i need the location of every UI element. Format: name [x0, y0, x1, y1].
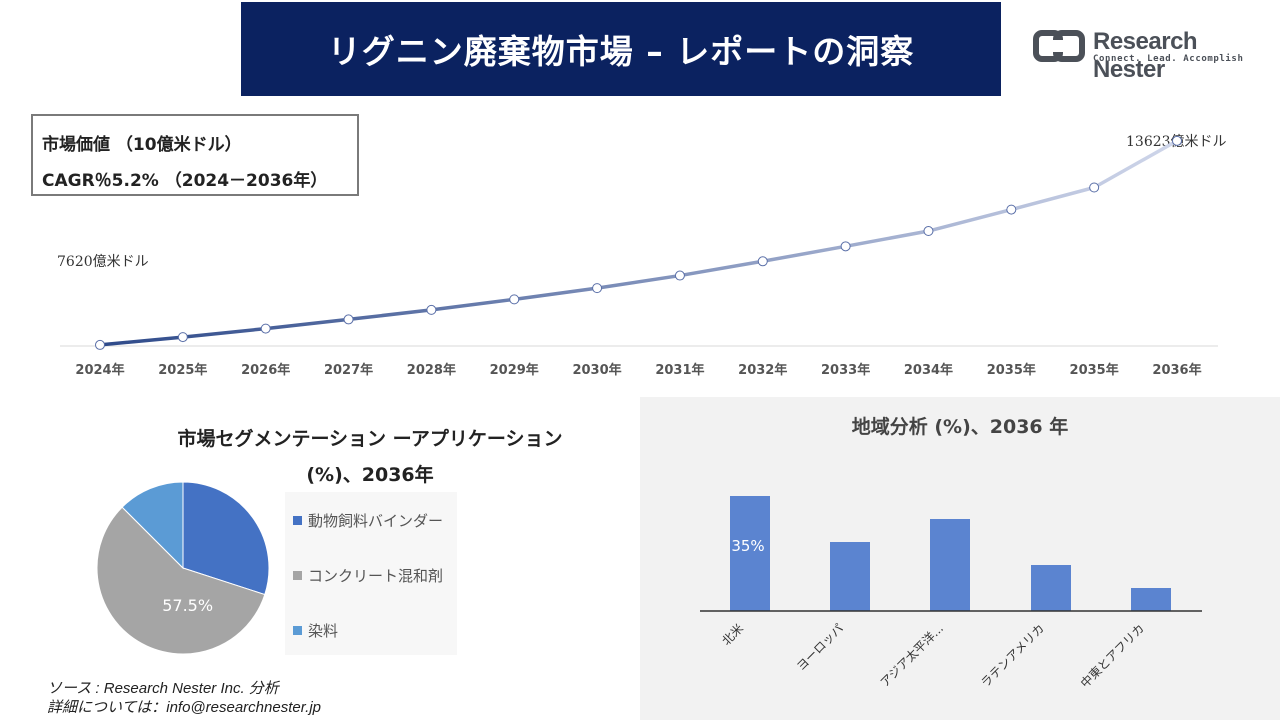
region-title: 地域分析 (%)、2036 年: [851, 416, 1069, 438]
market-line-chart: 2024年 2025年 2026年 2027年 2028年 2029年 2030年 2031年…: [60, 135, 1218, 378]
line-point: [840, 241, 851, 252]
legend-label: コンクリート混和剤: [308, 567, 444, 585]
x-tick-label: 2025年: [158, 362, 207, 378]
pie-value-label: 57.5%: [162, 596, 213, 615]
legend-label: 動物飼料バインダー: [308, 512, 444, 530]
x-tick-label: 2029年: [490, 362, 539, 378]
line-point: [426, 304, 437, 315]
x-tick-label: 2026年: [241, 362, 290, 378]
region-panel: [640, 397, 1280, 720]
legend-item-dye: 染料: [293, 620, 338, 641]
logo-tagline: Connect. Lead. Accomplish: [1093, 54, 1244, 64]
line-point: [592, 283, 603, 294]
x-tick-label: 2032年: [738, 362, 787, 378]
legend-swatch-icon: [293, 626, 302, 635]
x-tick-label: 2028年: [407, 362, 456, 378]
x-tick-label: 2034年: [904, 362, 953, 378]
line-point: [757, 256, 768, 267]
x-tick-label: 2030年: [572, 362, 621, 378]
logo-mark-icon: [1033, 30, 1085, 62]
line-point: [509, 294, 520, 305]
x-tick-label: 2035年: [987, 362, 1036, 378]
title-banner: リグニン廃棄物市場 – レポートの洞察: [241, 2, 1001, 96]
x-tick-label: 2036年: [1152, 362, 1201, 378]
contact-line: 詳細については：info@researchnester.jp: [47, 699, 321, 716]
pie-title-line1: 市場セグメンテーション ーアプリケーション: [177, 428, 563, 450]
pie-slice: [121, 481, 184, 570]
legend-item-animal-feed: 動物飼料バインダー: [293, 510, 443, 531]
cagr-label: CAGR％5.2% （2024－2036年）: [42, 171, 328, 191]
line-point: [177, 332, 188, 343]
pie-title-line2: (%)、2036年: [306, 464, 434, 486]
research-nester-logo: Research Nester Connect. Lead. Accomplis…: [1033, 26, 1263, 83]
legend-label: 染料: [308, 622, 339, 640]
page-title: リグニン廃棄物市場 – レポートの洞察: [327, 32, 915, 71]
start-value-label: 7620億米ドル: [57, 254, 149, 270]
line-point: [343, 314, 354, 325]
line-point: [1172, 135, 1182, 146]
logo-name: Research Nester: [1093, 28, 1198, 83]
x-tick-label: 2033年: [821, 362, 870, 378]
legend-item-concrete: コンクリート混和剤: [293, 565, 443, 586]
pie-slice: [182, 481, 270, 596]
line-point: [1006, 204, 1017, 215]
line-point: [95, 339, 105, 350]
market-info-box: 市場価値 （10億米ドル） CAGR％5.2% （2024－2036年）: [31, 114, 359, 196]
pie-slice: [96, 506, 266, 655]
legend-swatch-icon: [293, 571, 302, 580]
source-line: ソース : Research Nester Inc. 分析: [47, 680, 279, 697]
pie-legend: 動物飼料バインダー コンクリート混和剤 染料: [285, 492, 457, 655]
line-point: [923, 226, 934, 237]
market-value-label: 市場価値 （10億米ドル）: [42, 135, 242, 155]
line-point: [1089, 182, 1100, 193]
x-tick-label: 2024年: [75, 362, 124, 378]
x-tick-label: 2035年: [1070, 362, 1119, 378]
line-point: [674, 270, 685, 281]
x-tick-label: 2031年: [655, 362, 704, 378]
line-point: [260, 323, 271, 334]
market-series-line: [99, 139, 1178, 347]
legend-swatch-icon: [293, 516, 302, 525]
x-tick-label: 2027年: [324, 362, 373, 378]
